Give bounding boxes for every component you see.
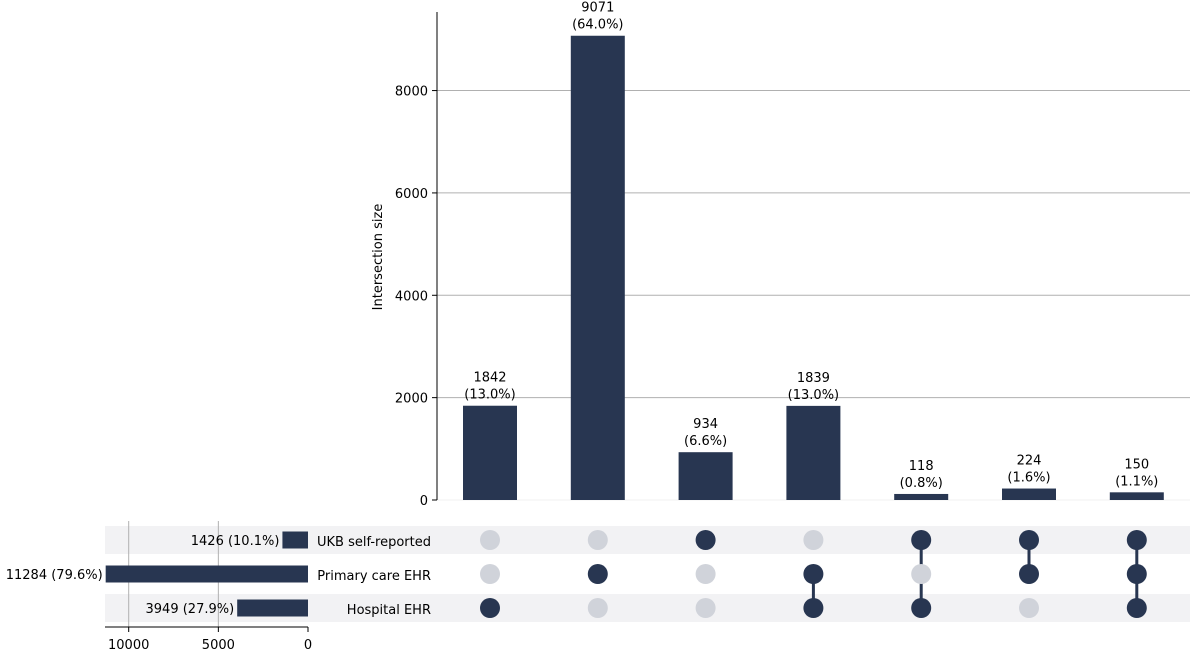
matrix-dot-active: [803, 598, 824, 618]
intersection-bar: [894, 493, 949, 500]
matrix-dot-active: [1126, 530, 1147, 550]
matrix-dot-inactive: [480, 530, 500, 550]
matrix-dot-inactive: [695, 564, 716, 584]
matrix-dot-active: [803, 564, 824, 584]
matrix-dot-active: [1019, 564, 1039, 584]
bar-count-label: 1839: [797, 371, 830, 386]
matrix-dot-active: [587, 564, 608, 584]
y-tick-label: 6000: [395, 187, 428, 202]
bar-count-label: 118: [909, 459, 934, 474]
matrix-dot-active: [1019, 530, 1039, 550]
y-axis-label: Intersection size: [371, 204, 386, 311]
set-size-tick-label: 0: [304, 638, 312, 651]
bar-percent-label: (64.0%): [572, 18, 623, 33]
set-size-bar: [282, 531, 308, 549]
matrix-dot-active: [911, 530, 932, 550]
bar-percent-label: (1.1%): [1115, 474, 1158, 489]
set-size-label: 11284 (79.6%): [6, 568, 103, 583]
bar-count-label: 224: [1017, 454, 1042, 469]
set-size-tick-label: 10000: [108, 638, 149, 651]
matrix-dot-inactive: [803, 530, 824, 550]
set-name-label: Hospital EHR: [347, 603, 431, 618]
matrix-dot-active: [480, 598, 500, 618]
bar-count-label: 150: [1124, 457, 1149, 472]
matrix-dot-inactive: [695, 598, 716, 618]
set-name-label: UKB self-reported: [317, 535, 431, 550]
matrix-dot-inactive: [1019, 598, 1039, 618]
intersection-bar: [570, 35, 625, 501]
intersection-bar: [463, 405, 517, 500]
set-size-label: 1426 (10.1%): [191, 534, 280, 549]
bar-percent-label: (13.0%): [464, 388, 515, 403]
bar-percent-label: (1.6%): [1007, 471, 1050, 486]
matrix-dot-active: [1126, 564, 1147, 584]
intersection-bar: [786, 405, 841, 500]
y-axis: Intersection size 0 2000 4000 6000 8000: [371, 12, 438, 509]
bar-percent-label: (6.6%): [684, 434, 727, 449]
bar-count-label: 934: [693, 417, 718, 432]
set-size-bar: [237, 599, 308, 617]
matrix-dot-active: [1126, 598, 1147, 618]
y-tick-label: 0: [420, 494, 428, 509]
matrix-dot-active: [695, 530, 716, 550]
intersection-bar: [1002, 488, 1056, 500]
matrix-dot-inactive: [587, 530, 608, 550]
matrix-dot-inactive: [480, 564, 500, 584]
y-tick-label: 8000: [395, 85, 428, 100]
membership-matrix: [480, 530, 1147, 618]
matrix-dot-active: [911, 598, 932, 618]
intersection-bar: [678, 452, 733, 500]
bar-count-label: 1842: [473, 371, 506, 386]
matrix-dot-inactive: [587, 598, 608, 618]
set-size-tick-label: 5000: [202, 638, 235, 651]
intersection-bars: 1842 (13.0%) 9071 (64.0%) 934 (6.6%) 1839 (13.0…: [463, 1, 1164, 501]
intersection-bar: [1109, 492, 1164, 500]
set-name-label: Primary care EHR: [317, 569, 431, 584]
matrix-dot-inactive: [911, 564, 932, 584]
bar-percent-label: (0.8%): [900, 476, 943, 491]
y-tick-label: 4000: [395, 289, 428, 304]
set-size-bars: 10000 5000 0 1426 (10.1%) UKB self-reported 1…: [6, 521, 431, 651]
bar-percent-label: (13.0%): [788, 388, 839, 403]
set-size-label: 3949 (27.9%): [146, 602, 235, 617]
bar-count-label: 9071: [581, 1, 614, 16]
y-tick-label: 2000: [395, 392, 428, 407]
set-size-bar: [105, 565, 308, 583]
